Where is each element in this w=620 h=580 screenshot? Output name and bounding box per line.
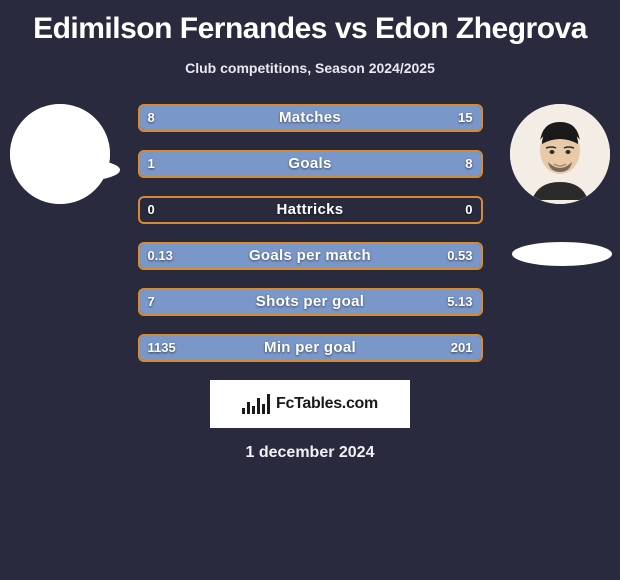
- comparison-container: 815Matches 18Goals 00Hattricks 0.130.53Goal…: [0, 104, 620, 362]
- player1-avatar: [10, 104, 110, 204]
- stat-label: Min per goal: [140, 336, 481, 360]
- stat-label: Goals per match: [140, 244, 481, 268]
- logo-text: FcTables.com: [276, 395, 378, 413]
- logo-bar: [257, 398, 260, 414]
- stat-row: 75.13Shots per goal: [138, 288, 483, 316]
- stat-label: Shots per goal: [140, 290, 481, 314]
- vs-separator: vs: [335, 12, 375, 45]
- logo-bars-icon: [242, 394, 270, 414]
- logo-bar: [252, 406, 255, 414]
- player2-name: Edon Zhegrova: [375, 12, 587, 45]
- logo-box: FcTables.com: [210, 380, 410, 428]
- page-title: Edimilson Fernandes vs Edon Zhegrova: [0, 0, 620, 46]
- player1-name: Edimilson Fernandes: [33, 12, 327, 45]
- subtitle: Club competitions, Season 2024/2025: [0, 60, 620, 76]
- stat-row: 00Hattricks: [138, 196, 483, 224]
- stat-bars: 815Matches 18Goals 00Hattricks 0.130.53Goal…: [138, 104, 483, 362]
- avatar-placeholder-icon: [10, 104, 110, 204]
- stat-row: 1135201Min per goal: [138, 334, 483, 362]
- player2-avatar: [510, 104, 610, 204]
- date-text: 1 december 2024: [0, 444, 620, 462]
- stat-row: 18Goals: [138, 150, 483, 178]
- logo-bar: [267, 394, 270, 414]
- stat-row: 0.130.53Goals per match: [138, 242, 483, 270]
- stat-label: Hattricks: [140, 198, 481, 222]
- logo-bar: [247, 402, 250, 414]
- logo-bar: [262, 404, 265, 414]
- stat-label: Goals: [140, 152, 481, 176]
- stat-row: 815Matches: [138, 104, 483, 132]
- player1-shadow: [20, 158, 120, 182]
- avatar-photo-icon: [510, 104, 610, 204]
- stat-label: Matches: [140, 106, 481, 130]
- logo-bar: [242, 408, 245, 414]
- player2-shadow: [512, 242, 612, 266]
